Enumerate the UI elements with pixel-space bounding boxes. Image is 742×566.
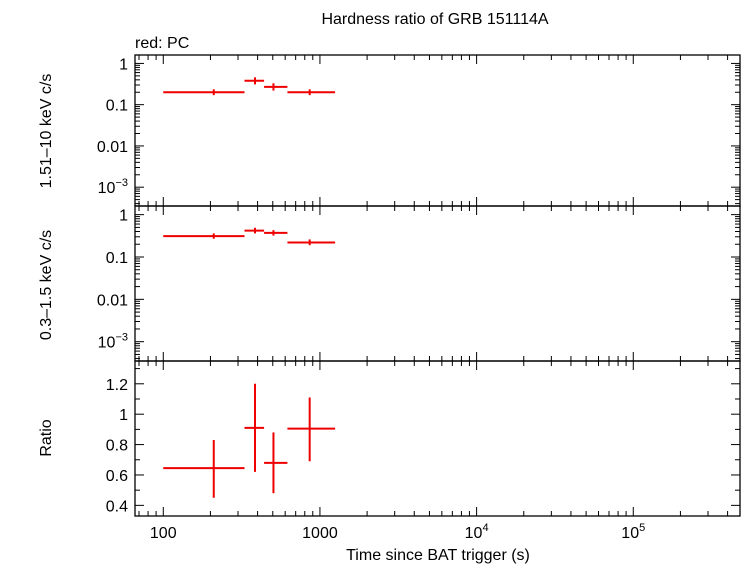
hard-panel-y-label: 1.51–10 keV c/s	[38, 74, 55, 189]
hard-panel-frame	[134, 54, 741, 207]
soft-y-tick-label: 0.1	[106, 250, 128, 267]
x-tick-label: 104	[465, 522, 489, 542]
ratio-y-tick-label: 1.2	[106, 377, 128, 394]
soft-panel-y-label: 0.3–1.5 keV c/s	[38, 230, 55, 340]
ratio-panel: 1.2 1 0.8 0.6 0.4	[106, 360, 741, 517]
hard-data-point	[163, 89, 245, 96]
soft-panel-frame	[134, 205, 741, 362]
soft-data-point	[287, 239, 336, 246]
x-tick-label: 100	[150, 525, 177, 542]
soft-data-point	[264, 230, 288, 236]
hard-data-point	[244, 77, 265, 85]
x-tick-label: 105	[621, 522, 645, 542]
hard-y-tick-label: 10−3	[98, 177, 128, 197]
ratio-y-tick-label: 0.6	[106, 468, 128, 485]
x-axis-label: Time since BAT trigger (s)	[346, 547, 530, 564]
hard-y-tick-label: 0.01	[97, 139, 128, 156]
hard-y-tick-label: 0.1	[106, 98, 128, 115]
hard-data-point	[287, 89, 336, 96]
soft-y-tick-label: 1	[119, 208, 128, 225]
ratio-data-point	[287, 397, 336, 462]
legend-label: red: PC	[135, 35, 189, 52]
soft-panel: 1 0.1 0.01 10−3	[97, 205, 741, 362]
soft-data-point	[244, 227, 265, 234]
ratio-data-point	[264, 432, 288, 494]
soft-y-tick-label: 10−3	[98, 332, 128, 352]
ratio-data-point	[163, 440, 245, 498]
ratio-panel-y-label: Ratio	[38, 419, 55, 456]
ratio-y-tick-label: 1	[119, 407, 128, 424]
hard-y-tick-label: 1	[119, 56, 128, 73]
ratio-data-point	[244, 383, 265, 472]
soft-data-point	[163, 233, 245, 239]
soft-y-tick-label: 0.01	[97, 292, 128, 309]
chart-title: Hardness ratio of GRB 151114A	[321, 11, 548, 28]
hard-panel: 1 0.1 0.01 10−3	[97, 54, 741, 207]
ratio-y-tick-label: 0.8	[106, 438, 128, 455]
x-tick-label: 1000	[302, 525, 338, 542]
ratio-panel-frame	[134, 360, 741, 517]
ratio-y-tick-label: 0.4	[106, 498, 128, 515]
hard-data-point	[264, 83, 288, 91]
